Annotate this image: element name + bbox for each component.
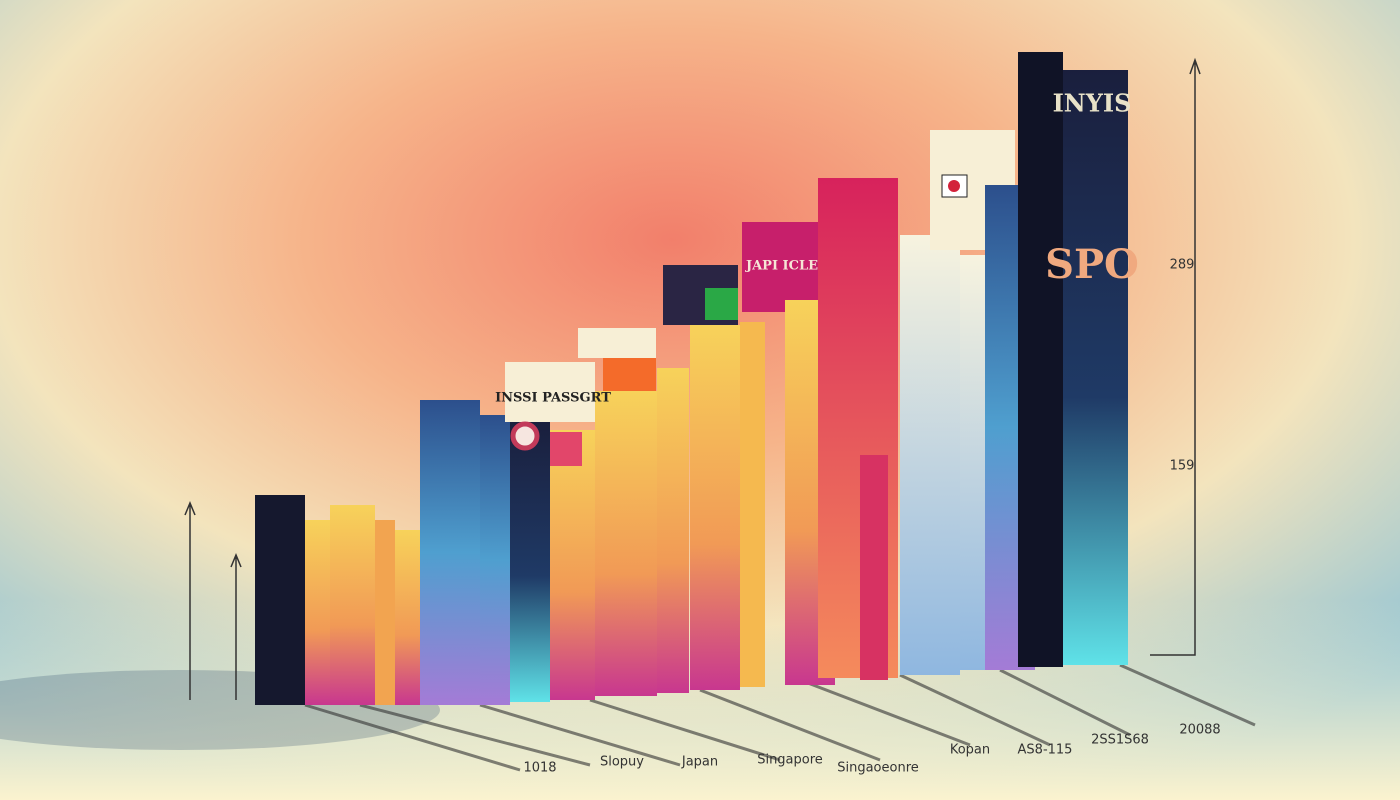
shadows (304, 663, 1256, 772)
bars (255, 52, 1128, 705)
cover-title: INYIS (1053, 89, 1132, 118)
base-label: 1018 (523, 761, 556, 776)
base-label: Singapore (757, 753, 823, 768)
japan-cover: JAPI ICLE (745, 259, 818, 274)
base-label: Singaoeonre (837, 761, 919, 776)
axes (184, 57, 1201, 700)
passport-label: INSSI PASSGRT (495, 391, 611, 406)
axis-label: 159 (1170, 459, 1195, 474)
base-label: 2SS1S68 (1091, 733, 1149, 748)
cover-code: SPO (1045, 241, 1139, 288)
base-labels: 1018 Slopuy Japan Singapore Singaoeonre Kopan… (523, 723, 1220, 776)
base-label: Japan (681, 755, 718, 770)
base-label: AS8-115 (1018, 743, 1073, 758)
base-label: Slopuy (600, 755, 644, 770)
base-label: Kopan (950, 743, 990, 758)
base-label: 20088 (1179, 723, 1220, 738)
axis-label: 289 (1170, 258, 1195, 273)
